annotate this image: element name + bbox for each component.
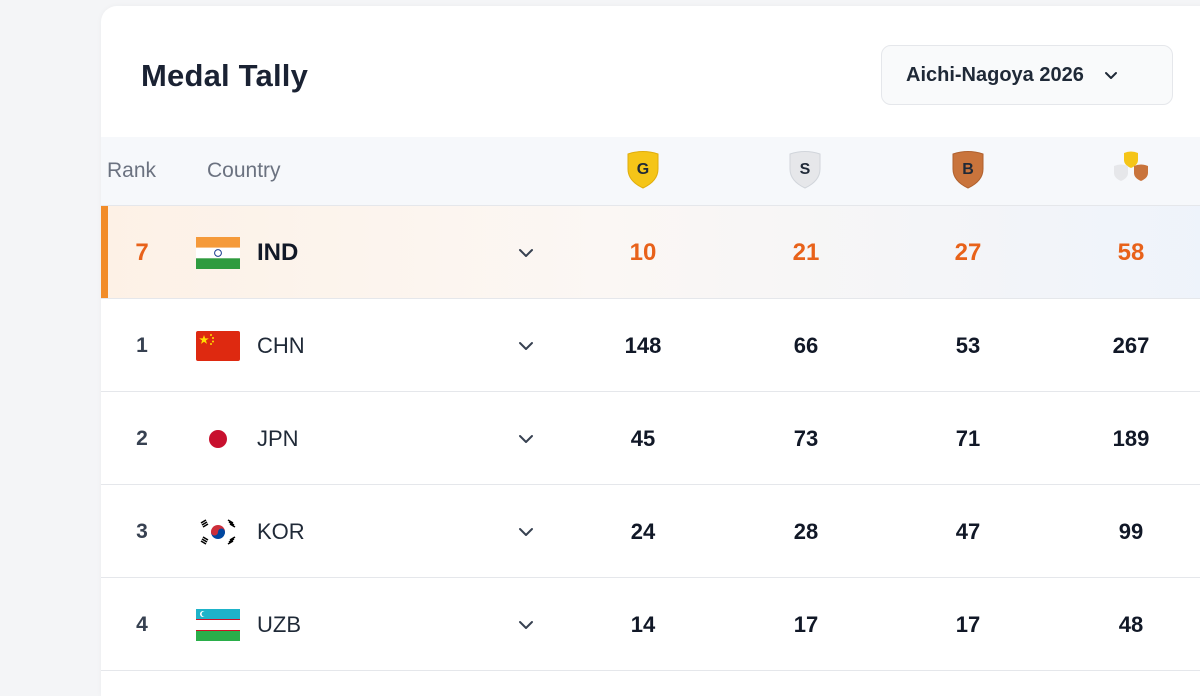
highlighted-country-row[interactable]: 7 IND 10 21 27 58 xyxy=(101,206,1200,299)
silver-medal-icon: S xyxy=(789,151,821,189)
expand-chevron-icon[interactable] xyxy=(511,485,541,578)
table-row[interactable]: 4 UZB 14 17 17 48 xyxy=(101,578,1200,671)
expand-chevron-icon[interactable] xyxy=(511,206,541,299)
rank-cell: 3 xyxy=(136,519,148,543)
table-header: Rank Country G S B xyxy=(101,137,1200,206)
total-count: 48 xyxy=(1118,611,1144,637)
gold-medal-letter: G xyxy=(637,161,649,178)
chevron-down-icon xyxy=(1102,66,1120,84)
country-code: IND xyxy=(257,238,299,266)
edition-dropdown-label: Aichi-Nagoya 2026 xyxy=(906,63,1084,86)
flag-india-icon xyxy=(196,206,240,299)
gold-medal-icon: G xyxy=(627,151,659,189)
table-row[interactable]: 1 CHN 148 66 53 267 xyxy=(101,299,1200,392)
total-count: 189 xyxy=(1112,425,1150,451)
total-count: 58 xyxy=(1117,238,1145,266)
medal-tally-card: Medal Tally Aichi-Nagoya 2026 Rank Count… xyxy=(101,6,1200,696)
flag-japan-icon xyxy=(196,392,240,485)
silver-medal-letter: S xyxy=(800,161,811,178)
table-row[interactable]: 3 KOR 24 28 47 99 xyxy=(101,485,1200,578)
gold-count: 14 xyxy=(630,611,656,637)
flag-china-icon xyxy=(196,299,240,392)
bronze-count: 47 xyxy=(955,518,981,544)
rank-cell: 1 xyxy=(136,333,148,357)
page-title: Medal Tally xyxy=(141,58,309,93)
bronze-medal-letter: B xyxy=(962,161,974,178)
flag-korea-icon xyxy=(196,485,240,578)
bronze-count: 53 xyxy=(955,332,981,358)
table-row[interactable]: 2 JPN 45 73 71 189 xyxy=(101,392,1200,485)
rank-column-header: Rank xyxy=(107,159,157,182)
bronze-count: 27 xyxy=(954,238,982,266)
silver-count: 21 xyxy=(792,238,820,266)
country-code: JPN xyxy=(257,425,299,451)
silver-count: 73 xyxy=(793,425,819,451)
country-code: CHN xyxy=(257,332,305,358)
bronze-count: 71 xyxy=(955,425,981,451)
expand-chevron-icon[interactable] xyxy=(511,578,541,671)
gold-count: 148 xyxy=(624,332,662,358)
total-count: 99 xyxy=(1118,518,1144,544)
gold-count: 24 xyxy=(630,518,656,544)
silver-count: 17 xyxy=(793,611,819,637)
gold-count: 45 xyxy=(630,425,656,451)
bronze-count: 17 xyxy=(955,611,981,637)
rank-cell: 7 xyxy=(135,238,149,266)
total-count: 267 xyxy=(1112,332,1150,358)
silver-count: 28 xyxy=(793,518,819,544)
bronze-medal-icon: B xyxy=(952,151,984,189)
expand-chevron-icon[interactable] xyxy=(511,392,541,485)
rank-cell: 4 xyxy=(136,612,148,636)
edition-dropdown[interactable]: Aichi-Nagoya 2026 xyxy=(881,45,1173,105)
country-code: KOR xyxy=(257,518,305,544)
flag-uzbekistan-icon xyxy=(196,578,240,671)
silver-count: 66 xyxy=(793,332,819,358)
country-column-header: Country xyxy=(207,159,281,182)
rank-cell: 2 xyxy=(136,426,148,450)
expand-chevron-icon[interactable] xyxy=(511,299,541,392)
total-medals-icon xyxy=(1114,151,1148,181)
highlight-accent-bar xyxy=(101,206,108,298)
gold-count: 10 xyxy=(629,238,657,266)
country-code: UZB xyxy=(257,611,301,637)
